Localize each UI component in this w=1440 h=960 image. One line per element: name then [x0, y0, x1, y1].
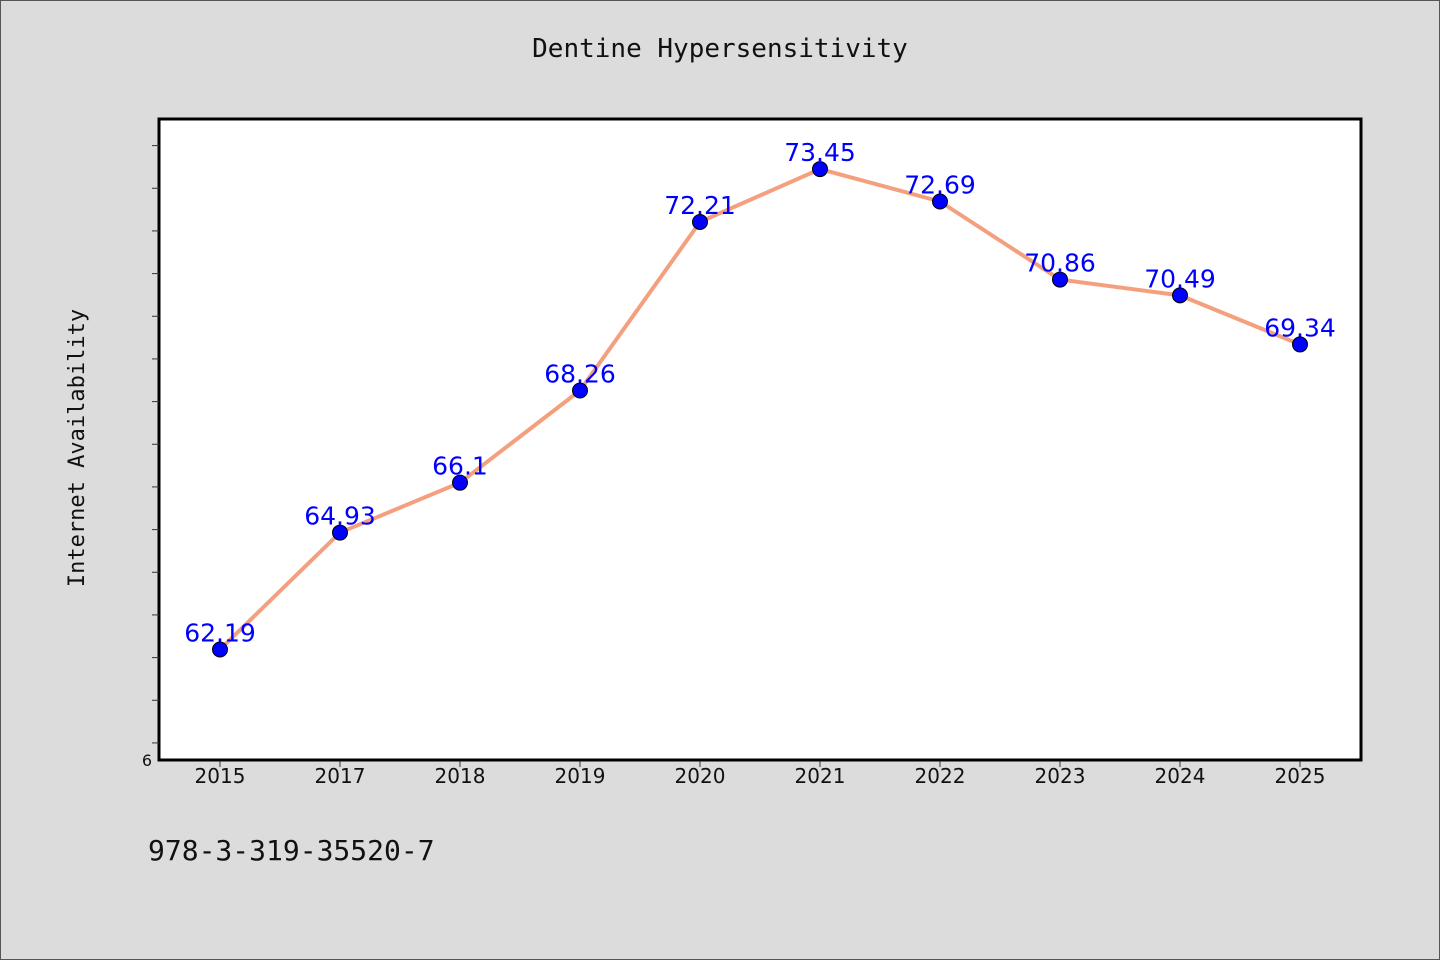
- data-label: 62.19: [184, 618, 256, 647]
- data-label: 72.69: [904, 170, 976, 199]
- y-axis-ticks: [152, 145, 159, 744]
- data-label: 69.34: [1264, 313, 1336, 342]
- x-tick-label: 2015: [195, 764, 246, 788]
- x-tick-label: 2024: [1155, 764, 1206, 788]
- data-point: [332, 524, 348, 541]
- x-tick-label: 2020: [675, 764, 726, 788]
- y-tick-label: 6: [142, 751, 152, 770]
- data-point: [932, 193, 948, 210]
- data-point: [812, 161, 828, 178]
- data-label: 70.86: [1024, 249, 1096, 278]
- data-point: [452, 474, 468, 491]
- data-label: 64.93: [304, 502, 376, 531]
- x-tick-label: 2022: [915, 764, 966, 788]
- x-tick-label: 2019: [555, 764, 606, 788]
- data-point: [1052, 271, 1068, 288]
- data-point: [692, 213, 708, 230]
- data-point: [1292, 336, 1308, 353]
- x-tick-label: 2017: [315, 764, 366, 788]
- data-label: 68.26: [544, 360, 616, 389]
- data-label: 73.45: [784, 138, 856, 167]
- x-axis: 2015 2017 2018 2019 2020 2021 2022 2023 2024 2025: [195, 761, 1326, 788]
- x-tick-label: 2018: [435, 764, 486, 788]
- data-point: [572, 382, 588, 399]
- x-tick-label: 2023: [1035, 764, 1086, 788]
- data-label: 72.21: [664, 191, 736, 220]
- data-label: 66.1: [432, 452, 488, 481]
- chart-title: Dentine Hypersensitivity: [532, 34, 908, 64]
- series-line: [218, 167, 1302, 652]
- data-point: [1172, 287, 1188, 304]
- plot-area: [157, 117, 1363, 762]
- data-point: [212, 641, 228, 658]
- x-tick-label: 2021: [795, 764, 846, 788]
- data-label: 70.49: [1144, 264, 1216, 293]
- x-tick-label: 2025: [1275, 764, 1326, 788]
- isbn-text: 978-3-319-35520-7: [148, 834, 435, 867]
- series-layer: 62.19 64.93 66.1 68.26 72.21 73.45 72.69 70.86 7…: [184, 138, 1336, 658]
- y-axis-label: Internet Availability: [65, 309, 90, 587]
